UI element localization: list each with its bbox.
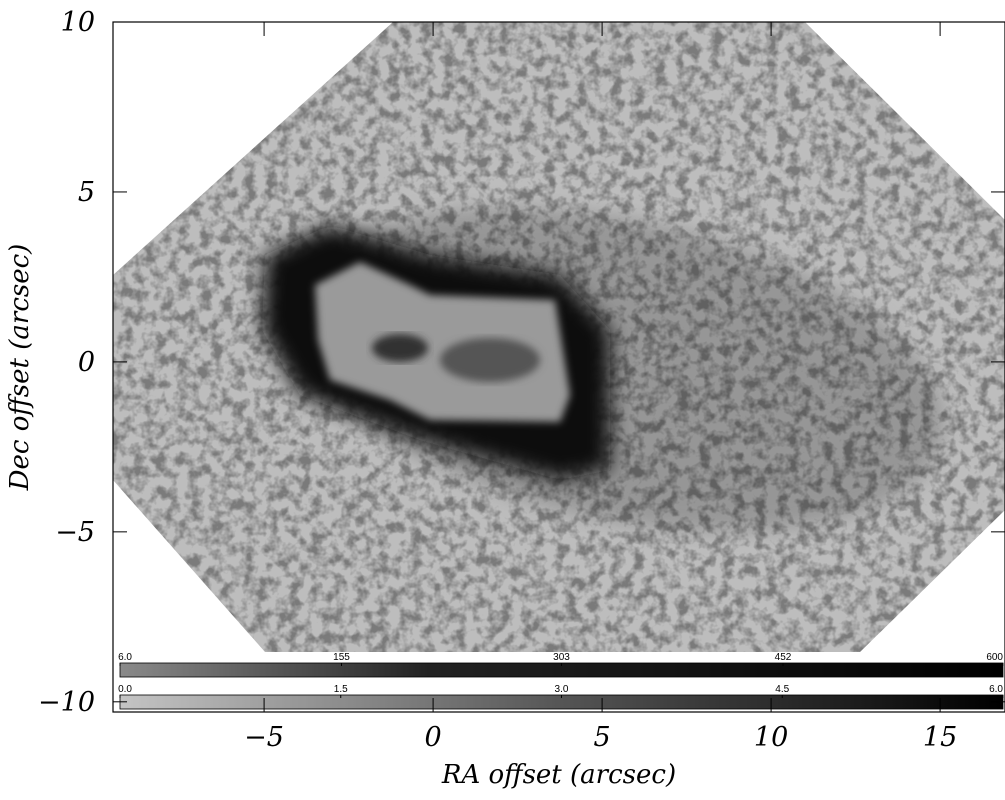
x-tick-label: −5 <box>244 722 284 753</box>
plot-frame <box>112 21 1005 713</box>
y-tick-label: −10 <box>38 687 95 718</box>
colorbar-tick-label: 452 <box>775 652 792 663</box>
colorbar-tick-label: 0.0 <box>118 684 132 695</box>
emission <box>113 22 1005 652</box>
colorbar-tick-label: 600 <box>986 652 1003 663</box>
x-tick-label: 0 <box>424 722 441 753</box>
image <box>113 22 1005 652</box>
colorbar-tick-label: 4.5 <box>775 684 789 695</box>
y-axis-label: Dec offset (arcsec) <box>5 244 35 492</box>
colorbar-tick-label: 155 <box>333 652 350 663</box>
colorbar-tick-label: 3.0 <box>555 684 569 695</box>
x-tick-label: 5 <box>594 722 611 753</box>
y-tick-label: −5 <box>55 517 95 548</box>
colorbar-tick-label: 6.0 <box>989 684 1003 695</box>
x-tick-label: 10 <box>754 722 788 753</box>
y-tick-label: 5 <box>78 177 95 208</box>
x-axis-label: RA offset (arcsec) <box>441 760 676 790</box>
colorbar-tick-label: 303 <box>553 652 570 663</box>
colorbar-tick-label: 1.5 <box>334 684 348 695</box>
x-tick-label: 15 <box>923 722 957 753</box>
colorbar-tick-label: 6.0 <box>118 652 132 663</box>
y-tick-label: 0 <box>78 347 95 378</box>
y-tick-label: 10 <box>61 7 95 38</box>
